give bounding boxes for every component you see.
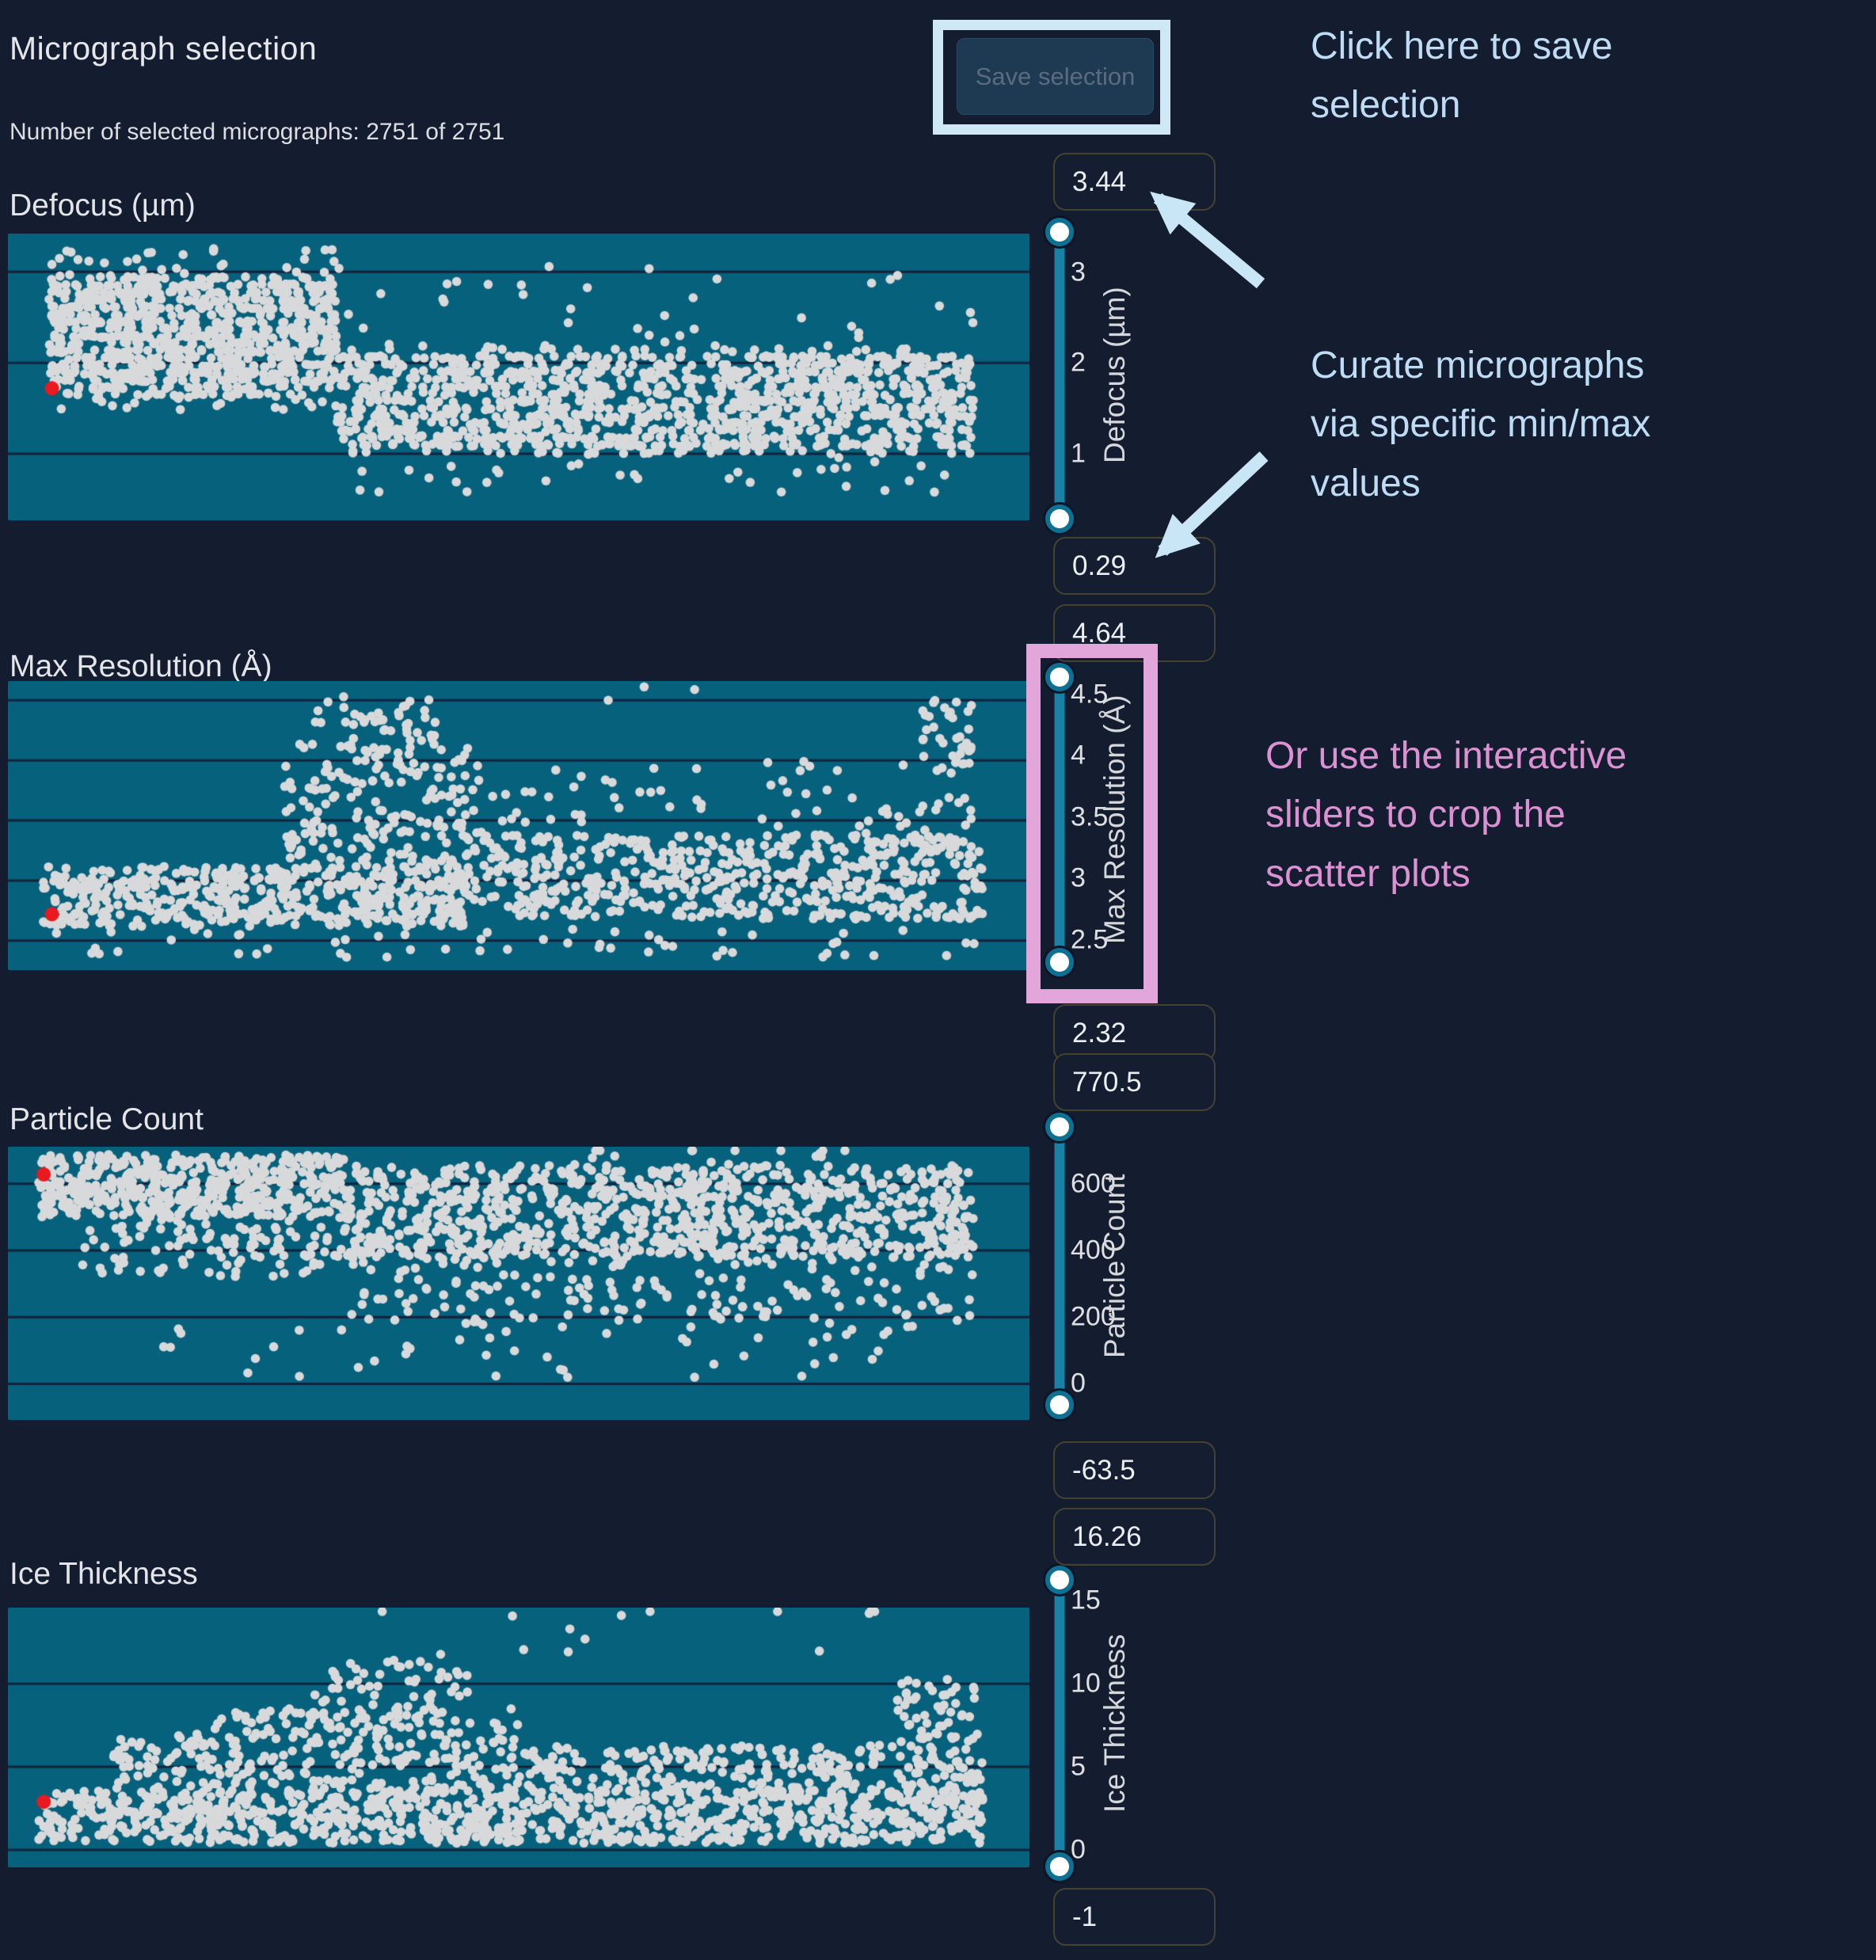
defocus-slider-max-handle[interactable] (1045, 218, 1074, 246)
ice-thickness-tick-10: 10 (1071, 1668, 1101, 1699)
max-resolution-max-input[interactable]: 4.64 (1053, 604, 1216, 662)
particle-count-axis-label: Particle Count (1098, 1174, 1131, 1358)
defocus-plot-title: Defocus (µm) (10, 188, 196, 223)
save-highlight-box (933, 20, 1170, 135)
max-resolution-min-input[interactable]: 2.32 (1053, 1004, 1216, 1062)
max-resolution-tick-3: 3 (1071, 862, 1086, 893)
max-resolution-tick-4.5: 4.5 (1071, 679, 1109, 710)
particle-count-tick-400: 400 (1071, 1235, 1116, 1265)
annotation-sliders-note: Or use the interactive sliders to crop t… (1265, 735, 1627, 895)
particle-count-tick-600: 600 (1071, 1168, 1116, 1199)
page-title: Micrograph selection (10, 30, 318, 67)
defocus-max-input[interactable]: 3.44 (1053, 153, 1216, 211)
max-resolution-plot-title: Max Resolution (Å) (10, 649, 272, 683)
max-resolution-scatter-plot[interactable] (8, 681, 1029, 970)
max-resolution-tick-2.5: 2.5 (1071, 924, 1109, 955)
defocus-min-input[interactable]: 0.29 (1053, 537, 1216, 595)
defocus-tick-3: 3 (1071, 257, 1086, 287)
particle-count-slider-track[interactable] (1055, 1127, 1064, 1405)
defocus-tick-1: 1 (1071, 438, 1086, 469)
particle-count-tick-0: 0 (1071, 1368, 1086, 1399)
max-resolution-slider-track[interactable] (1055, 677, 1064, 962)
ice-thickness-tick-5: 5 (1071, 1751, 1086, 1782)
save-selection-button[interactable]: Save selection (957, 38, 1154, 115)
defocus-slider-track[interactable] (1055, 232, 1064, 519)
annotation-save-note: Click here to save selection (1311, 25, 1613, 127)
particle-count-tick-200: 200 (1071, 1301, 1116, 1332)
defocus-scatter-plot[interactable] (8, 234, 1029, 520)
particle-count-slider-min-handle[interactable] (1045, 1391, 1074, 1419)
particle-count-plot-title: Particle Count (10, 1102, 204, 1136)
particle-count-min-input[interactable]: -63.5 (1053, 1441, 1216, 1499)
annotation-minmax-note: Curate micrographs via specific min/max … (1311, 344, 1651, 504)
max-resolution-slider-max-handle[interactable] (1045, 663, 1074, 691)
ice-thickness-slider-min-handle[interactable] (1045, 1852, 1074, 1881)
max-resolution-tick-4: 4 (1071, 740, 1086, 771)
ice-thickness-max-input[interactable]: 16.26 (1053, 1508, 1216, 1566)
max-resolution-axis-label: Max Resolution (Å) (1098, 695, 1131, 945)
particle-count-slider-max-handle[interactable] (1045, 1113, 1074, 1141)
ice-thickness-scatter-plot[interactable] (8, 1608, 1029, 1867)
particle-count-scatter-plot[interactable] (8, 1147, 1029, 1420)
ice-thickness-slider-track[interactable] (1055, 1580, 1064, 1867)
ice-thickness-slider-max-handle[interactable] (1045, 1566, 1074, 1594)
ice-thickness-tick-0: 0 (1071, 1834, 1086, 1865)
ice-thickness-min-input[interactable]: -1 (1053, 1888, 1216, 1946)
defocus-tick-2: 2 (1071, 347, 1086, 378)
defocus-slider-min-handle[interactable] (1045, 504, 1074, 533)
ice-thickness-tick-15: 15 (1071, 1585, 1101, 1616)
max-resolution-tick-3.5: 3.5 (1071, 801, 1109, 832)
ice-thickness-axis-label: Ice Thickness (1098, 1634, 1131, 1813)
defocus-axis-label: Defocus (µm) (1098, 287, 1131, 464)
selected-count-status: Number of selected micrographs: 2751 of … (10, 119, 505, 145)
max-resolution-slider-min-handle[interactable] (1045, 948, 1074, 976)
ice-thickness-plot-title: Ice Thickness (10, 1557, 198, 1591)
particle-count-max-input[interactable]: 770.5 (1053, 1053, 1216, 1111)
